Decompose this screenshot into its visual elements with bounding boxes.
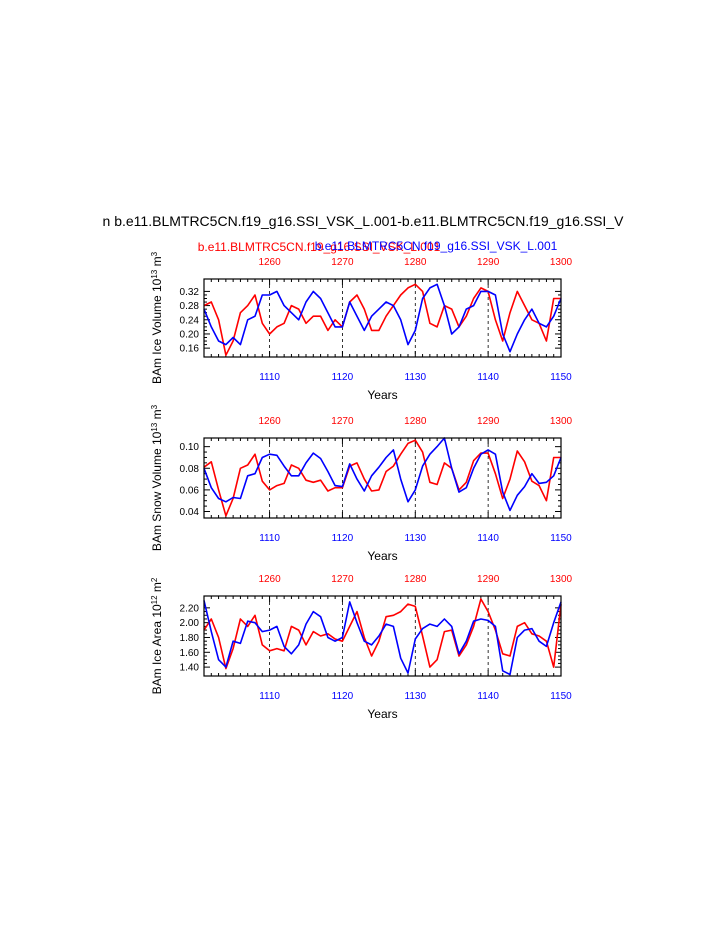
y-tick-label: 2.20: [180, 603, 200, 614]
y-tick-label: 0.24: [180, 315, 200, 326]
main-title: n b.e11.BLMTRC5CN.f19_g16.SSI_VSK_L.001-…: [103, 213, 625, 229]
y-axis-label: BAm Snow Volume 1013 m3: [150, 404, 165, 551]
x-tick-label-bottom: 1150: [550, 372, 572, 383]
x-tick-label-top: 1260: [258, 574, 281, 585]
series-line-blue: [203, 283, 562, 353]
chart-panel-1: 0.16 0.20 0.24 0.28 0.32 1110 1120 1130 1140 1150…: [150, 251, 573, 402]
y-tick-label: 1.40: [180, 663, 200, 674]
series-line-red: [203, 598, 562, 670]
x-tick-label-top: 1270: [331, 416, 354, 427]
x-tick-label-bottom: 1140: [477, 372, 499, 383]
series-line-blue: [203, 437, 562, 512]
x-tick-label-bottom: 1120: [332, 372, 354, 383]
y-tick-label: 0.10: [180, 442, 200, 453]
x-tick-label-top: 1280: [404, 574, 427, 585]
x-tick-label-top: 1300: [550, 257, 573, 268]
y-tick-label: 1.60: [180, 648, 200, 659]
plot-frame: [203, 278, 562, 358]
x-tick-label-bottom: 1110: [259, 372, 280, 383]
x-tick-label-bottom: 1140: [477, 533, 499, 544]
series-line-red: [203, 439, 561, 517]
y-tick-label: 0.04: [180, 507, 200, 518]
x-tick-label-top: 1270: [331, 257, 354, 268]
x-axis-label: Years: [367, 388, 397, 402]
x-tick-label-bottom: 1150: [550, 533, 572, 544]
y-tick-label: 0.32: [180, 287, 200, 298]
x-tick-label-top: 1270: [331, 574, 354, 585]
y-tick-label: 0.28: [180, 301, 200, 312]
y-tick-label: 0.16: [180, 344, 200, 355]
chart-panel-2: 0.04 0.06 0.08 0.10 1110 1120 1130 1140 1150 1260…: [150, 404, 573, 563]
x-tick-label-top: 1280: [404, 416, 427, 427]
x-tick-label-bottom: 1110: [259, 533, 280, 544]
legend-red-label: b.e11.BLMTRC5CN.f19_g16.SSI_VSK_L.001: [198, 240, 441, 254]
x-tick-label-top: 1300: [550, 574, 573, 585]
y-tick-label: 0.20: [180, 329, 200, 340]
x-tick-label-top: 1300: [550, 416, 573, 427]
plot-frame: [203, 595, 562, 677]
x-tick-label-bottom: 1140: [477, 691, 499, 702]
x-tick-label-bottom: 1130: [405, 691, 427, 702]
x-tick-label-bottom: 1150: [550, 691, 572, 702]
x-tick-label-bottom: 1130: [405, 372, 427, 383]
x-tick-label-top: 1260: [258, 416, 281, 427]
x-axis-label: Years: [367, 549, 397, 563]
y-tick-label: 2.00: [180, 618, 200, 629]
y-tick-label: 1.80: [180, 633, 200, 644]
x-tick-label-top: 1290: [477, 257, 500, 268]
x-tick-label-top: 1280: [404, 257, 427, 268]
x-tick-label-bottom: 1110: [259, 691, 280, 702]
plot-frame: [203, 437, 562, 519]
x-tick-label-top: 1260: [258, 257, 281, 268]
x-tick-label-bottom: 1120: [332, 691, 354, 702]
chart-panels: 0.16 0.20 0.24 0.28 0.32 1110 1120 1130 1140 1150…: [150, 251, 573, 721]
legend-blue-label: b.e11.BLMTRC5CN.f19_g16.SSI_VSK_L.001: [315, 239, 558, 253]
x-tick-label-top: 1290: [477, 574, 500, 585]
series-line-blue: [203, 600, 562, 676]
y-axis-label: BAm Ice Volume 1013 m3: [150, 251, 165, 384]
y-axis-label: BAm Ice Area 1012 m2: [150, 577, 165, 694]
chart-panel-3: 1.40 1.60 1.80 2.00 2.20 1110 1120 1130 1140 1150…: [150, 574, 573, 721]
x-tick-label-top: 1290: [477, 416, 500, 427]
x-tick-label-bottom: 1130: [405, 533, 427, 544]
series-line-red: [203, 283, 561, 357]
y-tick-label: 0.06: [180, 485, 200, 496]
x-axis-label: Years: [367, 707, 397, 721]
y-tick-label: 0.08: [180, 464, 200, 475]
x-tick-label-bottom: 1120: [332, 533, 354, 544]
